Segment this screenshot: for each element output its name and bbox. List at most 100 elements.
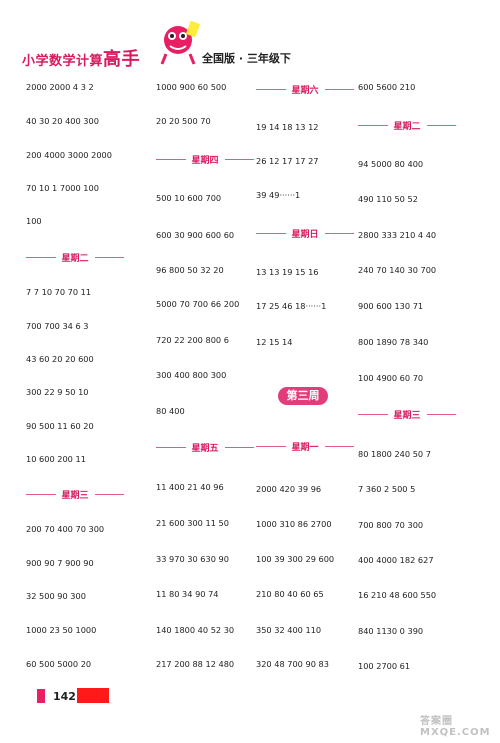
answer-line: 840 1130 0 390 — [358, 626, 424, 636]
answer-line: 10 600 200 11 — [26, 454, 86, 464]
answer-line: 1000 310 86 2700 — [256, 519, 332, 529]
heading-dash — [94, 256, 125, 258]
answer-line: 200 70 400 70 300 — [26, 524, 105, 534]
title-part-b: 高手 — [103, 49, 141, 70]
heading-text: 星期三 — [393, 410, 421, 421]
answer-line: 100 — [26, 216, 42, 226]
heading-dash — [256, 232, 286, 234]
answer-line: 5000 70 700 66 200 — [156, 299, 240, 309]
heading-dash — [324, 232, 355, 234]
answer-line: 700 800 70 300 — [358, 520, 424, 530]
answer-line: 21 600 300 11 50 — [156, 518, 229, 528]
answer-line: 11 400 21 40 96 — [156, 482, 224, 492]
answer-line: 350 32 400 110 — [256, 625, 322, 635]
heading-dash — [358, 413, 388, 415]
heading-text: 星期一 — [291, 442, 319, 453]
answer-line: 700 700 34 6 3 — [26, 321, 89, 331]
heading-dash — [426, 413, 457, 415]
heading-dash — [156, 446, 186, 448]
answer-line: 200 4000 3000 2000 — [26, 150, 112, 160]
answer-line: 600 30 900 600 60 — [156, 230, 235, 240]
answer-line: 720 22 200 800 6 — [156, 335, 229, 345]
answer-line: 300 22 9 50 10 — [26, 387, 89, 397]
answer-line: 70 10 1 7000 100 — [26, 183, 99, 193]
heading-dash — [256, 445, 286, 447]
answer-line: 7 7 10 70 70 11 — [26, 287, 92, 297]
answer-line: 490 110 50 52 — [358, 194, 418, 204]
answer-line: 320 48 700 90 83 — [256, 659, 329, 669]
answer-line: 800 1890 78 340 — [358, 337, 429, 347]
answer-line: 13 13 19 15 16 — [256, 267, 319, 277]
footer-red-block — [77, 688, 109, 703]
page-header: 小学数学计算高手 全国版 · 三年级下 — [0, 0, 500, 80]
answer-line: 12 15 14 — [256, 337, 293, 347]
heading-text: 星期五 — [191, 443, 219, 454]
answer-line: 400 4000 182 627 — [358, 555, 434, 565]
answer-line: 80 400 — [156, 406, 185, 416]
heading-text: 星期二 — [393, 121, 421, 132]
answer-line: 500 10 600 700 — [156, 193, 222, 203]
answer-line: 20 20 500 70 — [156, 116, 211, 126]
answer-line: 32 500 90 300 — [26, 591, 86, 601]
heading-text: 星期六 — [291, 85, 319, 96]
week-banner: 第三周 — [278, 387, 328, 405]
heading-dash — [324, 88, 355, 90]
answer-line: 90 500 11 60 20 — [26, 421, 94, 431]
answer-line: 1000 900 60 500 — [156, 82, 227, 92]
day-heading: 星期六 — [256, 82, 355, 96]
answer-line: 11 80 34 90 74 — [156, 589, 219, 599]
day-heading: 星期三 — [358, 407, 457, 421]
heading-dash — [94, 493, 125, 495]
answer-line: 140 1800 40 52 30 — [156, 625, 235, 635]
heading-text: 星期四 — [191, 155, 219, 166]
page-number: 142 — [53, 690, 76, 703]
heading-dash — [26, 256, 56, 258]
answer-line: 80 1800 240 50 7 — [358, 449, 431, 459]
answer-line: 217 200 88 12 480 — [156, 659, 235, 669]
answer-line: 2000 2000 4 3 2 — [26, 82, 94, 92]
day-heading: 星期四 — [156, 152, 255, 166]
book-title: 小学数学计算高手 — [22, 45, 140, 71]
answer-line: 600 5600 210 — [358, 82, 416, 92]
answer-line: 19 14 18 13 12 — [256, 122, 319, 132]
answer-line: 39 49······1 — [256, 190, 301, 200]
answer-line: 43 60 20 20 600 — [26, 354, 94, 364]
heading-dash — [324, 445, 355, 447]
answer-line: 2000 420 39 96 — [256, 484, 322, 494]
answer-line: 100 39 300 29 600 — [256, 554, 335, 564]
day-heading: 星期日 — [256, 226, 355, 240]
heading-dash — [156, 158, 186, 160]
heading-dash — [224, 446, 255, 448]
heading-dash — [358, 124, 388, 126]
day-heading: 星期一 — [256, 439, 355, 453]
title-part-a: 小学数学计算 — [22, 54, 104, 69]
heading-text: 星期三 — [61, 490, 89, 501]
footer-accent-bar — [37, 689, 45, 703]
edition-label: 全国版 · 三年级下 — [202, 52, 291, 65]
answer-line: 26 12 17 17 27 — [256, 156, 319, 166]
answer-line: 40 30 20 400 300 — [26, 116, 99, 126]
heading-dash — [224, 158, 255, 160]
heading-text: 星期日 — [291, 229, 319, 240]
day-heading: 星期三 — [26, 487, 125, 501]
answer-line: 100 2700 61 — [358, 661, 411, 671]
answer-line: 900 90 7 900 90 — [26, 558, 94, 568]
answer-line: 33 970 30 630 90 — [156, 554, 229, 564]
answer-line: 240 70 140 30 700 — [358, 265, 437, 275]
answer-line: 94 5000 80 400 — [358, 159, 424, 169]
mascot-icon — [160, 20, 201, 65]
day-heading: 星期五 — [156, 440, 255, 454]
answer-line: 17 25 46 18······1 — [256, 301, 327, 311]
answer-line: 60 500 5000 20 — [26, 659, 92, 669]
answer-line: 96 800 50 32 20 — [156, 265, 224, 275]
day-heading: 星期二 — [26, 250, 125, 264]
answer-line: 300 400 800 300 — [156, 370, 227, 380]
heading-dash — [426, 124, 457, 126]
answer-line: 210 80 40 60 65 — [256, 589, 324, 599]
answer-line: 16 210 48 600 550 — [358, 590, 437, 600]
answer-line: 2800 333 210 4 40 — [358, 230, 437, 240]
heading-dash — [256, 88, 286, 90]
answer-line: 900 600 130 71 — [358, 301, 424, 311]
watermark: 答案圈 MXQE.COM — [420, 716, 491, 738]
heading-dash — [26, 493, 56, 495]
